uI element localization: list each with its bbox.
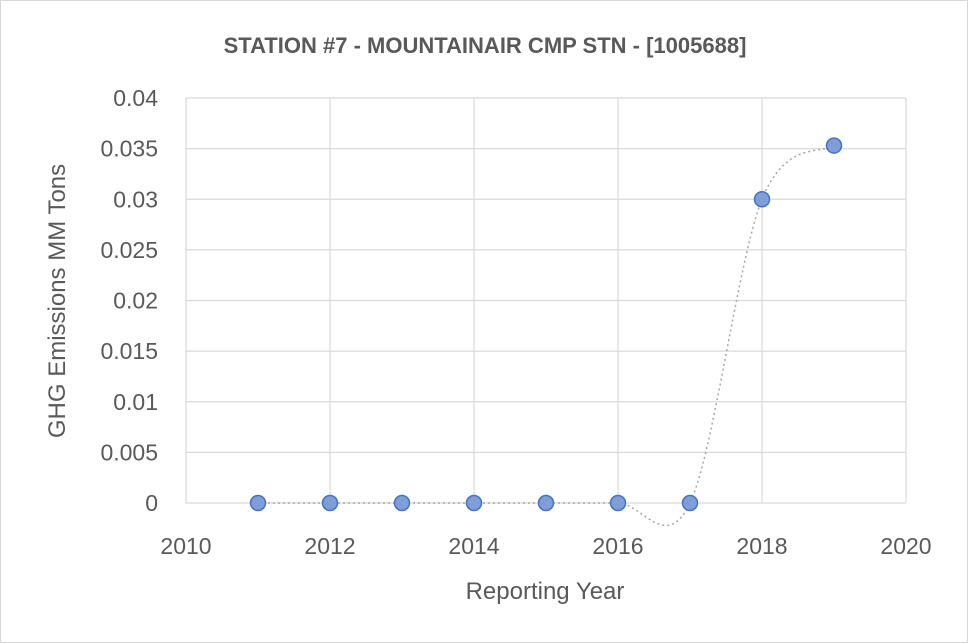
y-tick-label: 0.005 bbox=[100, 439, 158, 465]
x-tick-label: 2018 bbox=[736, 533, 787, 559]
data-point bbox=[753, 191, 771, 208]
data-point bbox=[321, 494, 339, 512]
x-tick-labels: 2010 2012 2014 2016 2018 2020 bbox=[160, 533, 931, 559]
y-tick-label: 0.04 bbox=[113, 85, 158, 111]
data-point bbox=[609, 494, 627, 512]
data-point bbox=[825, 137, 843, 154]
x-tick-label: 2010 bbox=[160, 533, 211, 559]
x-tick-label: 2014 bbox=[448, 533, 499, 559]
data-point bbox=[465, 494, 483, 512]
y-tick-labels: 0 0.005 0.01 0.015 0.02 0.025 0.03 0.035 0.04 bbox=[100, 85, 158, 516]
data-point bbox=[537, 494, 555, 512]
y-tick-label: 0.01 bbox=[113, 389, 158, 415]
data-points bbox=[249, 137, 843, 512]
data-point bbox=[393, 494, 411, 512]
y-tick-label: 0.025 bbox=[100, 237, 158, 263]
chart-title: STATION #7 - MOUNTAINAIR CMP STN - [1005… bbox=[224, 33, 747, 58]
y-tick-label: 0.035 bbox=[100, 136, 158, 162]
y-tick-label: 0.015 bbox=[100, 338, 158, 364]
y-axis-label: GHG Emissions MM Tons bbox=[44, 164, 71, 438]
x-tick-label: 2012 bbox=[304, 533, 355, 559]
series-line bbox=[258, 144, 835, 527]
x-tick-label: 2020 bbox=[880, 533, 931, 559]
grid bbox=[185, 97, 907, 504]
data-point bbox=[681, 494, 699, 512]
y-tick-label: 0.03 bbox=[113, 186, 158, 212]
x-tick-label: 2016 bbox=[592, 533, 643, 559]
x-axis-label: Reporting Year bbox=[466, 578, 625, 605]
y-tick-label: 0.02 bbox=[113, 288, 158, 314]
data-point bbox=[249, 494, 267, 512]
y-tick-label: 0 bbox=[145, 490, 158, 516]
